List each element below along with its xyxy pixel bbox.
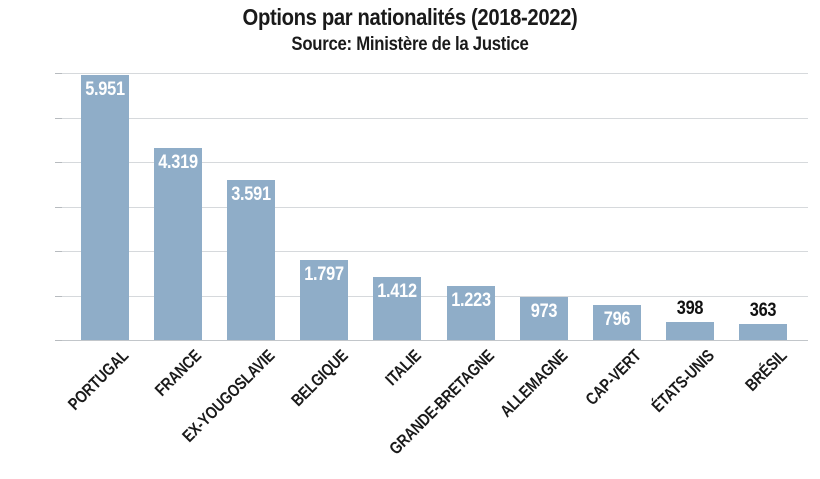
chart-subtitle: Source: Ministère de la Justice [291, 34, 529, 56]
y-axis-tick [55, 73, 62, 74]
bar-value-label: 3.591 [231, 184, 271, 206]
category-label-text: BRÉSIL [741, 346, 791, 395]
bar[interactable]: 973 [519, 296, 568, 340]
bar-group[interactable]: 398 [666, 73, 715, 340]
bar-value-label: 973 [530, 300, 558, 322]
bar[interactable]: 4.319 [153, 147, 202, 340]
bars-layer: 5.951 4.319 3.591 1.797 1.412 1.223 973 796 398 3… [62, 73, 808, 340]
bar[interactable] [739, 323, 788, 340]
bar[interactable]: 1.412 [373, 277, 422, 340]
y-axis-tick [55, 117, 62, 119]
gridline [62, 117, 808, 119]
category-label-text: PORTUGAL [64, 346, 133, 414]
bar[interactable]: 1.797 [300, 260, 349, 340]
bar-value-label: 4.319 [157, 151, 198, 173]
category-label-text: CAP-VERT [581, 346, 645, 409]
y-axis-tick [55, 295, 62, 297]
category-axis: PORTUGAL FRANCE EX-YOUGOSLAVIE BELGIQUE ITAL… [62, 346, 808, 466]
bar[interactable]: 796 [593, 304, 641, 340]
gridline [62, 206, 808, 208]
bar-value-label: 796 [603, 308, 631, 330]
y-axis-tick [55, 162, 62, 163]
bar-value-label: 363 [750, 299, 777, 321]
category-label-text: ÉTATS-UNIS [647, 346, 718, 416]
bar[interactable] [666, 322, 715, 340]
y-axis-tick [55, 206, 62, 208]
category-label-text: BELGIQUE [287, 346, 352, 410]
bar-value-label: 5.951 [84, 79, 125, 101]
category-label-text: ITALIE [381, 346, 425, 390]
gridline [62, 162, 808, 163]
bar-group[interactable]: 1.797 [300, 73, 349, 340]
bar[interactable]: 3.591 [227, 180, 275, 340]
category-label-text: FRANCE [151, 346, 206, 400]
bar-value-label: 1.223 [450, 289, 491, 311]
gridline [62, 73, 808, 74]
bar-group[interactable]: 973 [519, 73, 568, 340]
gridline [62, 251, 808, 252]
page-title: Options par nationalités (2018-2022) [242, 4, 578, 30]
y-axis-tick [55, 251, 62, 252]
bar-group[interactable]: 3.591 [227, 73, 275, 340]
bar-group[interactable]: 5.951 [80, 73, 129, 340]
bar-group[interactable]: 1.223 [446, 73, 495, 340]
title-block: Options par nationalités (2018-2022) Sou… [0, 4, 820, 57]
bar[interactable]: 5.951 [80, 75, 129, 340]
bar-value-label: 398 [676, 298, 704, 320]
bar-group[interactable]: 1.412 [373, 73, 422, 340]
bar-group[interactable]: 796 [593, 73, 641, 340]
plot-area: 5.951 4.319 3.591 1.797 1.412 1.223 973 796 398 3… [55, 73, 808, 341]
bar[interactable]: 1.223 [446, 285, 495, 340]
bar-group[interactable]: 4.319 [153, 73, 202, 340]
bar-group[interactable]: 363 [739, 73, 788, 340]
bar-value-label: 1.412 [377, 281, 418, 303]
bar-value-label: 1.797 [304, 264, 344, 286]
category-label-text: ALLEMAGNE [496, 346, 572, 421]
axis-baseline [62, 340, 808, 341]
gridline [62, 295, 808, 297]
y-axis-tick [55, 340, 62, 341]
